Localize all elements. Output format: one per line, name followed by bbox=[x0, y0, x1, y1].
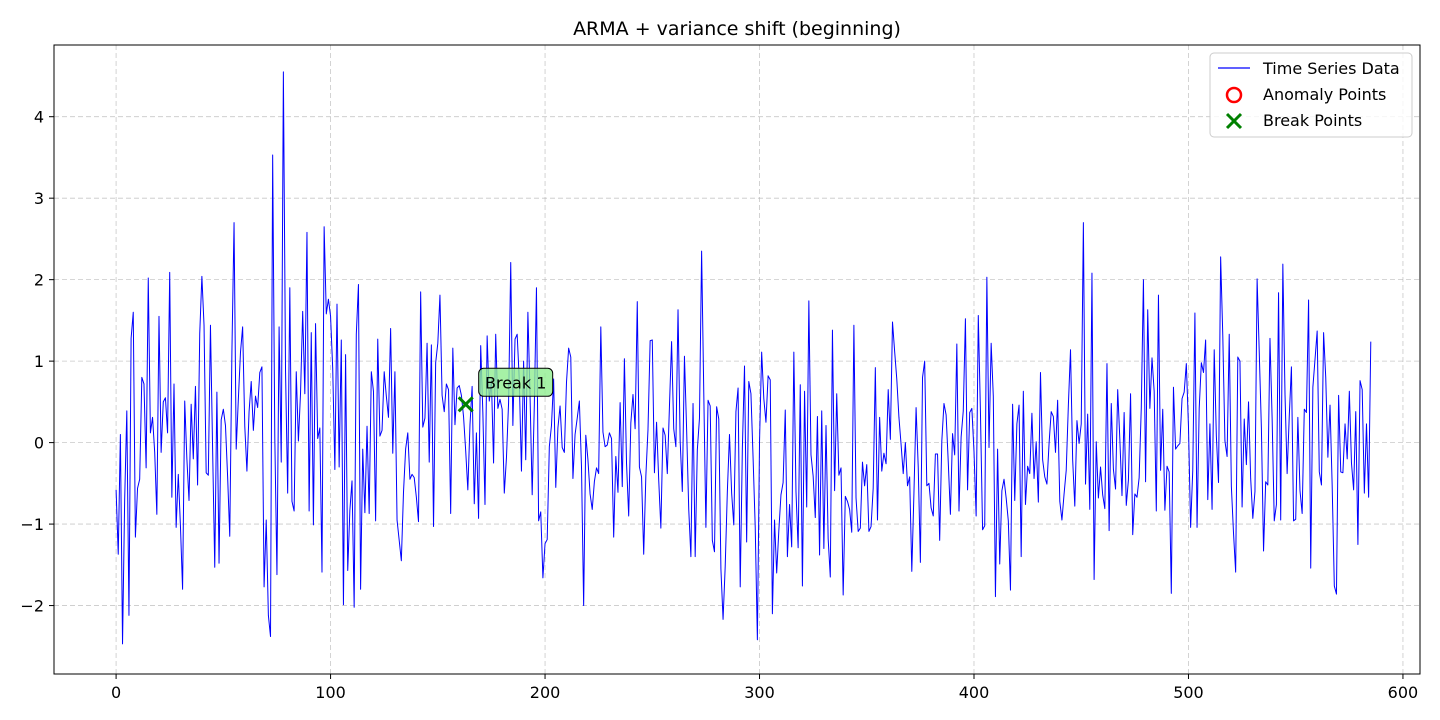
y-axis: −2 −1 0 1 2 3 4 bbox=[20, 108, 54, 616]
y-tick-label: 4 bbox=[34, 108, 44, 127]
break-annotation-box bbox=[478, 367, 554, 397]
y-tick-label: −2 bbox=[20, 597, 44, 616]
legend-anomaly-label: Anomaly Points bbox=[1263, 85, 1386, 104]
legend-break-marker-icon bbox=[1225, 112, 1243, 130]
x-tick-label: 400 bbox=[959, 683, 990, 702]
break-points-layer: Break 1 bbox=[457, 367, 554, 413]
break-point-marker bbox=[457, 396, 474, 413]
break-annotation-label: Break 1 bbox=[485, 373, 546, 392]
y-tick-label: 0 bbox=[34, 434, 44, 453]
grid bbox=[54, 45, 1420, 674]
legend-line-label: Time Series Data bbox=[1262, 59, 1400, 78]
x-tick-label: 100 bbox=[315, 683, 346, 702]
chart-title: ARMA + variance shift (beginning) bbox=[573, 18, 901, 40]
y-tick-label: 1 bbox=[34, 352, 44, 371]
x-tick-label: 500 bbox=[1173, 683, 1204, 702]
x-axis: 0 100 200 300 400 500 600 bbox=[111, 674, 1418, 702]
plot-frame bbox=[53, 44, 1421, 675]
break-annotation: Break 1 bbox=[478, 367, 554, 397]
x-tick-label: 0 bbox=[111, 683, 121, 702]
x-tick-label: 200 bbox=[530, 683, 561, 702]
y-tick-label: 2 bbox=[34, 271, 44, 290]
legend-break-label: Break Points bbox=[1263, 111, 1362, 130]
legend: Time Series Data Anomaly Points Break Po… bbox=[1209, 52, 1413, 138]
series-layer bbox=[115, 71, 1372, 645]
x-tick-label: 300 bbox=[744, 683, 775, 702]
y-tick-label: −1 bbox=[20, 515, 44, 534]
y-tick-label: 3 bbox=[34, 189, 44, 208]
x-tick-label: 600 bbox=[1388, 683, 1419, 702]
legend-box bbox=[1209, 52, 1413, 138]
legend-anomaly-marker-icon bbox=[1225, 86, 1243, 104]
series-line-time-series-data bbox=[115, 71, 1372, 645]
